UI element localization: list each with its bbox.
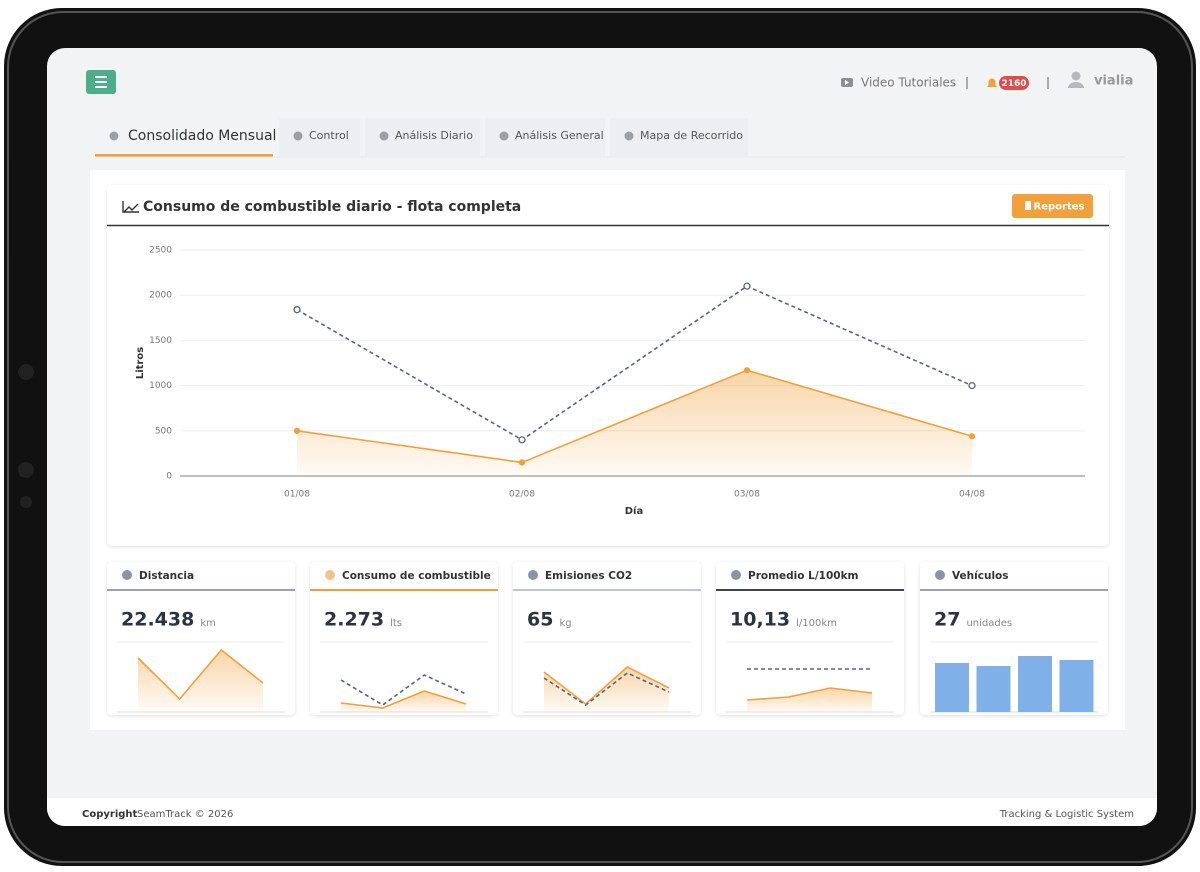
tab-underline	[95, 154, 273, 157]
tab-label: Control	[309, 129, 349, 142]
spark-bar	[1018, 656, 1052, 712]
kpi-value: 27	[934, 609, 960, 631]
tab-icon	[293, 131, 303, 141]
kpi-card	[513, 562, 701, 715]
kpi-unit: lts	[390, 618, 402, 629]
tab[interactable]	[95, 118, 273, 156]
line	[340, 690, 467, 709]
point	[968, 381, 976, 390]
line	[746, 687, 873, 701]
point	[293, 306, 301, 314]
area	[297, 370, 972, 476]
kpi-title: Emisiones CO2	[545, 570, 632, 582]
kpi-unit: l/100km	[796, 618, 837, 629]
point	[293, 427, 301, 434]
point	[743, 282, 751, 290]
tab[interactable]	[279, 118, 360, 156]
footer-copyright: Copyright	[82, 809, 138, 820]
kpi-icon	[935, 570, 945, 580]
point	[518, 436, 526, 444]
tab-icon	[109, 131, 119, 141]
y-tick-label: 0	[166, 472, 172, 482]
kpi-unit: unidades	[966, 618, 1012, 629]
area	[341, 691, 466, 712]
x-tick-label: 01/08	[284, 490, 310, 500]
tab-icon	[379, 131, 389, 141]
user-name[interactable]: vialia	[1094, 74, 1133, 89]
video-tutorials-link[interactable]: Video Tutoriales	[861, 76, 956, 90]
kpi-title: Vehículos	[952, 570, 1009, 582]
y-tick-label: 1500	[149, 336, 172, 346]
kpi-value: 65	[527, 609, 553, 631]
x-axis-label: Día	[625, 505, 643, 517]
kpi-card	[716, 562, 904, 715]
tab-label: Mapa de Recorrido	[640, 129, 743, 142]
y-tick-label: 1000	[149, 381, 172, 391]
y-tick-label: 500	[155, 426, 172, 436]
user-icon	[1071, 71, 1081, 81]
line	[137, 648, 264, 701]
y-tick-label: 2000	[149, 291, 172, 301]
kpi-unit: km	[200, 618, 216, 629]
line	[543, 666, 670, 706]
tab-bar: Consolidado Mensual Control Análisis Diari…	[95, 118, 748, 157]
point	[518, 459, 526, 466]
tab-label: Análisis Diario	[395, 129, 473, 142]
sensor	[18, 462, 34, 478]
kpi-value: 2.273	[324, 609, 384, 631]
menu-icon	[95, 76, 107, 88]
reports-button[interactable]	[1012, 194, 1093, 218]
line	[543, 672, 670, 706]
camera	[18, 364, 34, 380]
tab-icon	[499, 131, 509, 141]
sensor	[20, 496, 32, 508]
line	[296, 369, 973, 464]
footer-brand: SeamTrack © 2026	[137, 809, 233, 820]
footer	[47, 798, 1157, 826]
y-axis-label: Litros	[135, 347, 146, 379]
kpi-value: 10,13	[730, 609, 790, 631]
notification-badge[interactable]	[999, 76, 1029, 90]
x-tick-label: 04/08	[959, 490, 985, 500]
device-edge	[7, 11, 1193, 863]
tab-label: Análisis General	[515, 129, 604, 142]
fuel-chart: 0 500 1000 1500 2000 2500 01/08 02/08 03/08 04/08	[149, 246, 1085, 500]
kpi-icon	[325, 570, 335, 580]
tab-label: Consolidado Mensual	[128, 128, 276, 144]
bell-icon	[987, 78, 997, 87]
reports-button-label: Reportes	[1034, 202, 1085, 213]
spark-bar	[1059, 660, 1094, 712]
user-icon	[1068, 82, 1084, 88]
chart-icon	[122, 201, 139, 213]
footer-system: Tracking & Logistic System	[999, 809, 1134, 820]
kpi-value: 22.438	[121, 609, 194, 631]
tab-icon	[624, 131, 634, 141]
spark-bar	[935, 663, 969, 712]
kpi-icon	[731, 570, 741, 580]
line	[340, 674, 467, 706]
kpi-title: Distancia	[139, 570, 194, 582]
kpi-title: Promedio L/100km	[748, 570, 859, 582]
kpi-title: Consumo de combustible	[342, 570, 491, 582]
y-tick-label: 2500	[149, 246, 172, 256]
chart-card-title: Consumo de combustible diario - flota co…	[143, 199, 521, 215]
kpi-icon	[528, 570, 538, 580]
area	[747, 688, 872, 712]
area	[138, 650, 263, 712]
kpi-cards: Distancia 22.438 km Consumo de combustible 2…	[107, 562, 1108, 715]
kpi-card	[310, 562, 498, 715]
video-icon	[845, 80, 849, 85]
spark-bar	[976, 666, 1011, 712]
x-tick-label: 03/08	[734, 490, 760, 500]
kpi-unit: kg	[559, 618, 571, 629]
point	[968, 433, 976, 440]
point	[743, 367, 751, 374]
kpi-icon	[122, 570, 132, 580]
report-icon	[1025, 201, 1031, 210]
line	[296, 285, 973, 441]
x-tick-label: 02/08	[509, 490, 535, 500]
notification-count: 2160	[1001, 79, 1026, 89]
